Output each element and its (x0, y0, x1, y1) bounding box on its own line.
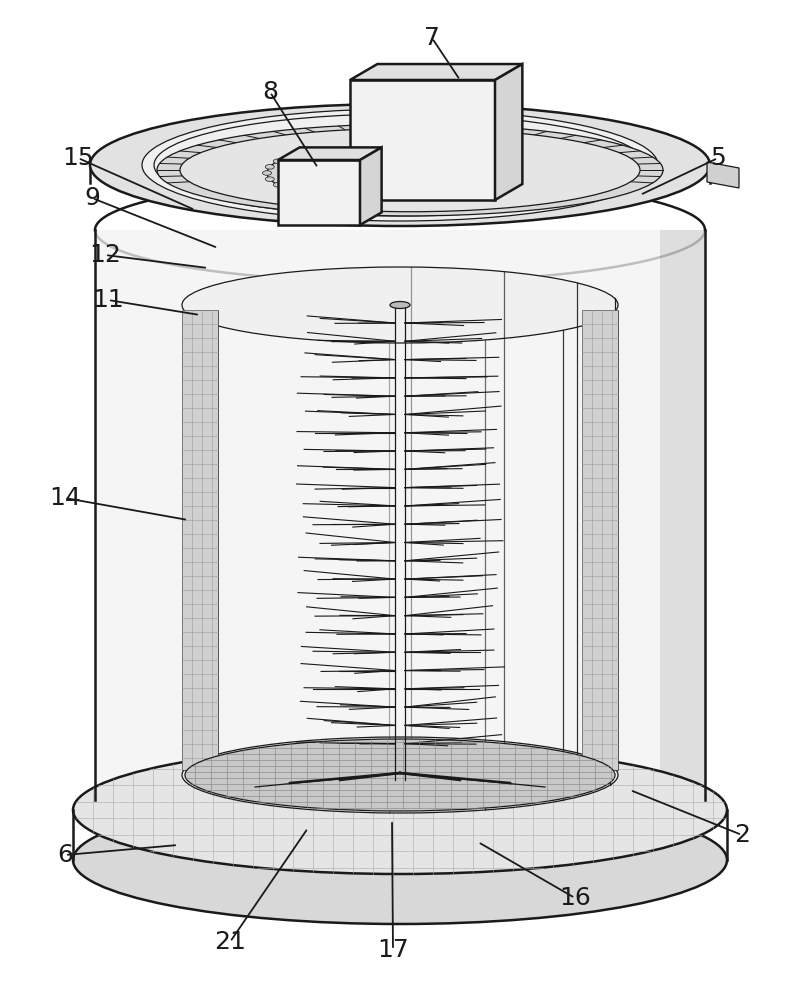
Polygon shape (278, 160, 360, 225)
Text: 5: 5 (710, 146, 726, 170)
Ellipse shape (388, 183, 396, 187)
Text: 8: 8 (262, 80, 278, 104)
Polygon shape (660, 230, 705, 800)
Ellipse shape (265, 177, 274, 181)
Ellipse shape (321, 149, 330, 154)
Polygon shape (278, 147, 381, 160)
Polygon shape (582, 310, 618, 770)
Ellipse shape (154, 114, 646, 216)
Ellipse shape (359, 151, 368, 155)
Ellipse shape (90, 104, 710, 226)
Text: 21: 21 (214, 930, 246, 954)
Ellipse shape (340, 192, 349, 197)
Ellipse shape (286, 187, 295, 192)
Ellipse shape (182, 737, 618, 813)
Text: 14: 14 (49, 486, 81, 510)
Ellipse shape (73, 796, 727, 924)
Polygon shape (360, 147, 381, 225)
Ellipse shape (73, 746, 727, 874)
Polygon shape (350, 80, 495, 200)
Polygon shape (707, 162, 739, 188)
Ellipse shape (157, 124, 663, 216)
Polygon shape (495, 64, 522, 200)
Polygon shape (95, 230, 660, 800)
Polygon shape (182, 310, 218, 770)
Ellipse shape (273, 159, 282, 163)
Polygon shape (350, 64, 522, 80)
Text: 16: 16 (559, 886, 591, 910)
Ellipse shape (396, 177, 405, 181)
Ellipse shape (396, 165, 405, 169)
Text: 6: 6 (57, 843, 73, 867)
Text: 11: 11 (92, 288, 124, 312)
Ellipse shape (390, 302, 410, 308)
Ellipse shape (185, 739, 615, 811)
Ellipse shape (286, 154, 295, 159)
Ellipse shape (273, 183, 282, 187)
Ellipse shape (399, 171, 408, 175)
Ellipse shape (388, 159, 396, 163)
Ellipse shape (375, 154, 384, 159)
Text: 9: 9 (84, 186, 100, 210)
Ellipse shape (359, 191, 368, 195)
Ellipse shape (142, 109, 658, 221)
Ellipse shape (265, 165, 274, 169)
Ellipse shape (321, 192, 330, 197)
Ellipse shape (326, 170, 344, 176)
Ellipse shape (375, 187, 384, 192)
Ellipse shape (95, 748, 705, 852)
Ellipse shape (340, 149, 349, 154)
Ellipse shape (302, 151, 312, 155)
Ellipse shape (267, 151, 403, 195)
Ellipse shape (182, 267, 618, 343)
Text: 7: 7 (424, 26, 440, 50)
Ellipse shape (180, 128, 640, 212)
Text: 12: 12 (89, 243, 121, 267)
Text: 15: 15 (62, 146, 94, 170)
Ellipse shape (283, 156, 387, 190)
Ellipse shape (263, 171, 272, 175)
Ellipse shape (302, 191, 312, 195)
Text: 17: 17 (377, 938, 409, 962)
Text: 2: 2 (734, 823, 750, 847)
